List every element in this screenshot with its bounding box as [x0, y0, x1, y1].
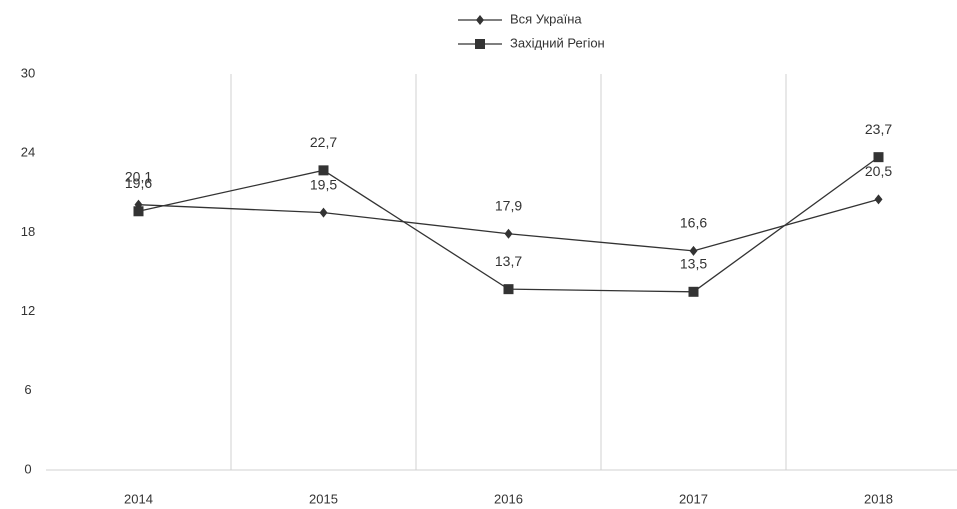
y-tick-label: 18 [21, 224, 35, 239]
marker [475, 39, 485, 49]
marker [476, 15, 484, 25]
x-tick-label: 2014 [124, 491, 153, 506]
marker [504, 228, 513, 239]
data-label: 20,1 [125, 168, 152, 184]
data-label: 19,6 [125, 175, 152, 191]
x-tick-label: 2018 [864, 491, 893, 506]
legend-label: Західний Регіон [510, 35, 605, 50]
marker [319, 207, 328, 218]
data-label: 23,7 [865, 121, 892, 137]
series-line [138, 156, 879, 293]
data-label: 16,6 [680, 215, 707, 231]
data-label: 13,7 [495, 253, 522, 269]
y-tick-label: 0 [24, 461, 31, 476]
marker [503, 284, 514, 295]
x-tick-label: 2015 [309, 491, 338, 506]
x-tick-label: 2017 [679, 491, 708, 506]
marker [874, 194, 883, 205]
marker [873, 152, 884, 163]
marker [318, 165, 329, 176]
y-tick-label: 24 [21, 145, 35, 160]
marker [689, 245, 698, 256]
y-tick-label: 30 [21, 65, 35, 80]
y-tick-label: 6 [24, 382, 31, 397]
data-label: 17,9 [495, 197, 522, 213]
legend-label: Вся Україна [510, 11, 582, 26]
marker [133, 206, 144, 217]
data-label: 22,7 [310, 134, 337, 150]
data-label: 13,5 [680, 256, 707, 272]
x-tick-label: 2016 [494, 491, 523, 506]
data-label: 20,5 [865, 163, 892, 179]
marker [688, 286, 699, 297]
data-label: 19,5 [310, 176, 337, 192]
y-tick-label: 12 [21, 303, 35, 318]
